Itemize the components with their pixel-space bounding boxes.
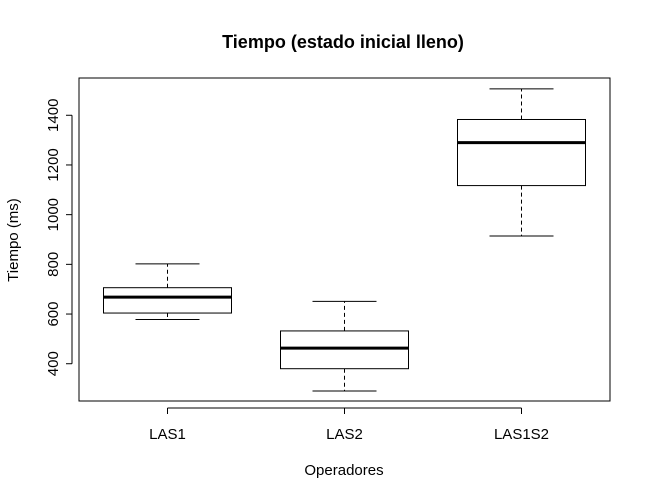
chart-title: Tiempo (estado inicial lleno)	[222, 32, 464, 52]
y-tick-label: 1400	[45, 99, 62, 132]
box-las1	[103, 263, 232, 321]
y-tick-label: 800	[45, 252, 62, 277]
x-tick-label: LAS2	[326, 426, 363, 443]
y-axis-label: Tiempo (ms)	[5, 198, 22, 282]
y-tick-label: 1200	[45, 148, 62, 181]
y-tick-label: 1000	[45, 198, 62, 231]
x-tick-label: LAS1	[149, 426, 186, 443]
box-las1s2	[457, 88, 586, 237]
y-tick-label: 400	[45, 351, 62, 376]
boxes	[103, 88, 586, 392]
y-axis: 400 600 800 1000 1200 1400	[45, 99, 73, 376]
plot-area	[78, 77, 611, 402]
x-tick-label: LAS1S2	[494, 426, 549, 443]
box-iqr	[457, 118, 586, 187]
x-axis-label: Operadores	[304, 462, 383, 479]
x-axis: LAS1 LAS2 LAS1S2	[149, 407, 549, 443]
y-tick-label: 600	[45, 302, 62, 327]
box-iqr	[103, 287, 232, 314]
box-iqr	[280, 330, 409, 370]
box-las2	[280, 300, 409, 392]
